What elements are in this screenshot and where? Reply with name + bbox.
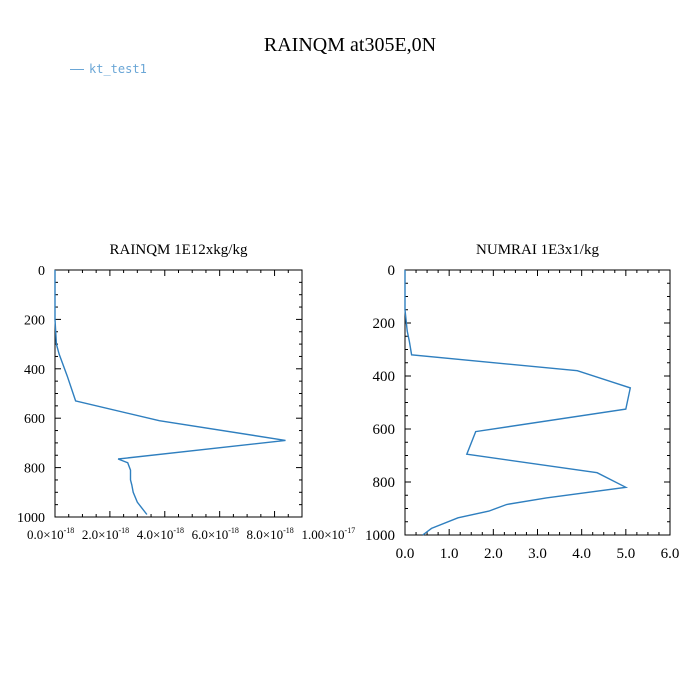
- page-title: RAINQM at305E,0N: [263, 34, 437, 56]
- x-tick-label: 2.0×10-18: [82, 526, 129, 542]
- x-tick-label: 0.0×10-18: [27, 526, 74, 542]
- y-tick-label: 600: [24, 412, 45, 427]
- x-tick-label: 6.0: [661, 546, 680, 562]
- x-tick-exponent: -18: [283, 526, 294, 535]
- panel-1-title: RAINQM 1E12xkg/kg: [110, 242, 248, 258]
- y-tick-label: 400: [24, 363, 45, 378]
- legend-line-swatch: [70, 68, 84, 70]
- x-tick-exponent: -18: [64, 526, 75, 535]
- y-tick-label: 400: [373, 369, 396, 385]
- y-tick-label: 1000: [17, 511, 45, 526]
- x-tick-label: 1.00×10-17: [301, 526, 355, 542]
- x-tick-label: 8.0×10-18: [247, 526, 294, 542]
- legend-label: kt_test1: [89, 62, 147, 76]
- y-tick-label: 800: [373, 475, 396, 491]
- y-tick-label: 0: [38, 264, 45, 279]
- x-tick-label: 0.0: [396, 546, 415, 562]
- y-tick-label: 200: [373, 316, 396, 332]
- x-tick-label: 6.0×10-18: [192, 526, 239, 542]
- y-tick-label: 800: [24, 462, 45, 477]
- y-tick-label: 600: [373, 422, 396, 438]
- panel-2-frame: [404, 269, 671, 536]
- x-tick-label: 4.0×10-18: [137, 526, 184, 542]
- x-tick-exponent: -18: [228, 526, 239, 535]
- x-tick-label: 2.0: [484, 546, 503, 562]
- y-tick-label: 0: [388, 263, 396, 279]
- x-tick-exponent: -18: [173, 526, 184, 535]
- panel-2-series-line: [404, 270, 632, 536]
- y-tick-label: 200: [24, 313, 45, 328]
- panel-2-title: NUMRAI 1E3x1/kg: [476, 242, 599, 258]
- x-tick-label: 1.0: [440, 546, 459, 562]
- x-tick-exponent: -18: [118, 526, 129, 535]
- y-tick-label: 1000: [365, 528, 395, 544]
- panel-1-series-line: [54, 270, 286, 515]
- panel-1-frame: [54, 269, 303, 518]
- x-tick-label: 3.0: [528, 546, 547, 562]
- legend: kt_test1: [70, 62, 147, 76]
- x-tick-exponent: -17: [345, 526, 356, 535]
- x-tick-label: 5.0: [616, 546, 635, 562]
- x-tick-label: 4.0: [572, 546, 591, 562]
